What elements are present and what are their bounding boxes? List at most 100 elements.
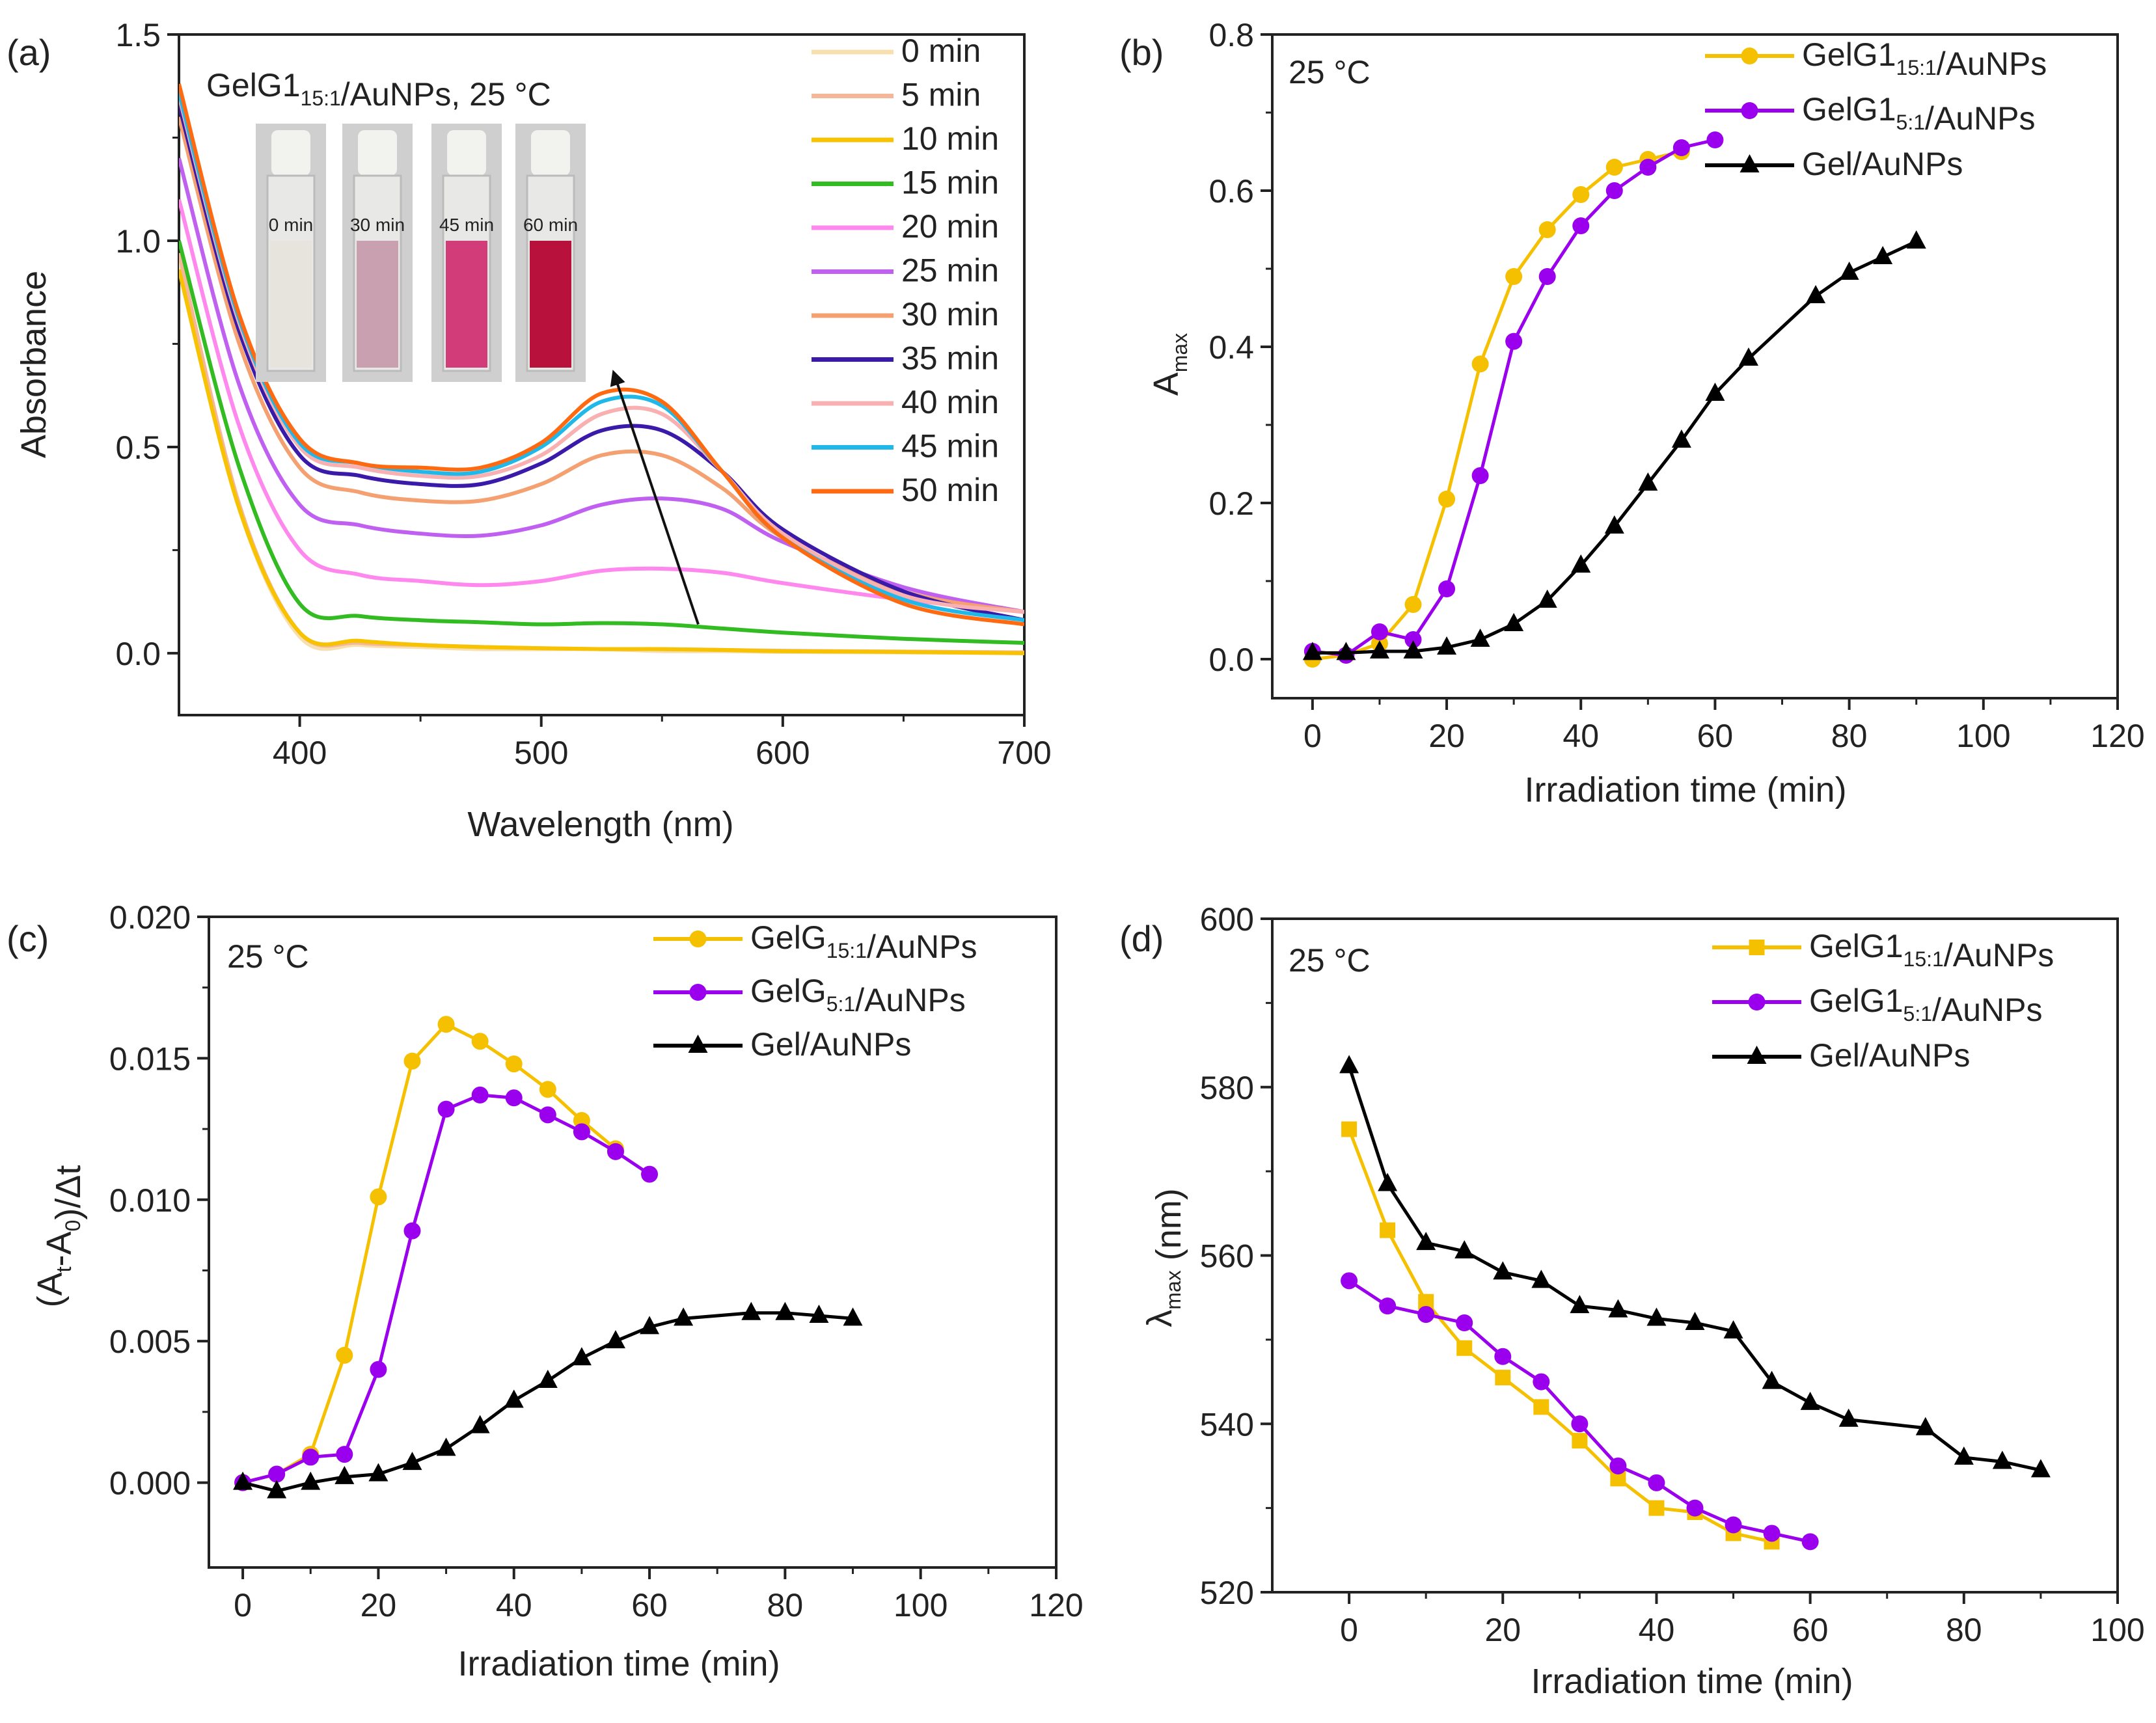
y-tick-label: 0.5 xyxy=(115,429,161,466)
legend-label: 25 min xyxy=(901,252,999,289)
data-point xyxy=(573,1123,590,1141)
data-point xyxy=(1369,640,1389,658)
data-point xyxy=(843,1307,863,1326)
data-point xyxy=(1605,182,1623,199)
data-point xyxy=(1839,262,1859,280)
vial-label: 0 min xyxy=(269,215,313,235)
data-point xyxy=(1915,1417,1935,1435)
vial-solution xyxy=(270,241,312,368)
data-point xyxy=(471,1086,489,1104)
data-point xyxy=(775,1301,795,1320)
y-tick-label: 540 xyxy=(1200,1406,1254,1443)
legend-label: GelG115:1/AuNPs xyxy=(1809,928,2054,973)
data-point xyxy=(571,1347,592,1366)
x-tick-label: 80 xyxy=(1946,1612,1982,1648)
data-point xyxy=(1801,1533,1819,1551)
subscript: t xyxy=(52,1266,75,1272)
inset-vial-photo: 45 min xyxy=(431,124,502,382)
legend-marker xyxy=(688,1035,708,1053)
data-point xyxy=(1538,221,1556,238)
data-point xyxy=(1495,1370,1511,1386)
data-point xyxy=(267,1480,287,1499)
data-point xyxy=(1404,631,1422,648)
data-point xyxy=(2030,1459,2051,1478)
text-span: /AuNPs xyxy=(1925,100,2036,137)
data-point xyxy=(1992,1450,2012,1469)
legend-label: GelG5:1/AuNPs xyxy=(750,973,966,1018)
x-tick-label: 20 xyxy=(361,1587,397,1623)
legend-label: 0 min xyxy=(901,33,981,69)
data-point xyxy=(336,1446,353,1463)
vial-label: 30 min xyxy=(350,215,405,235)
text-span: (A xyxy=(31,1272,70,1307)
legend-marker xyxy=(1741,102,1758,119)
legend-label: 45 min xyxy=(901,428,999,465)
x-tick-label: 120 xyxy=(2090,718,2144,754)
x-tick-label: 80 xyxy=(1831,718,1868,754)
legend-label: 50 min xyxy=(901,472,999,508)
x-tick-label: 40 xyxy=(496,1587,532,1623)
plot-frame xyxy=(178,33,1026,716)
data-point xyxy=(302,1448,320,1466)
legend-label: 5 min xyxy=(901,77,981,113)
series-line xyxy=(242,1022,617,1484)
series-line xyxy=(242,1311,853,1493)
text-span: A xyxy=(1147,372,1186,396)
x-tick-label: 60 xyxy=(1792,1612,1829,1648)
inset-title: GelG115:1/AuNPs, 25 °C xyxy=(206,67,551,113)
data-point xyxy=(504,1389,524,1408)
plot-frame xyxy=(208,916,1058,1569)
data-point xyxy=(1417,1306,1435,1323)
text-span: /AuNPs xyxy=(1944,937,2054,973)
data-point xyxy=(1403,640,1423,658)
spectrum-curve xyxy=(179,240,1024,645)
data-point xyxy=(471,1033,489,1050)
data-point xyxy=(1437,636,1457,655)
temperature-annotation: 25 °C xyxy=(227,938,309,975)
data-point xyxy=(368,1463,389,1482)
panel-label: (c) xyxy=(7,918,49,959)
data-point xyxy=(1572,217,1590,234)
y-tick-label: 600 xyxy=(1200,901,1254,938)
y-tick-label: 1.0 xyxy=(115,223,161,260)
spectrum-curve xyxy=(179,198,1024,614)
subscript: max xyxy=(1168,333,1192,372)
legend-label: 40 min xyxy=(901,384,999,420)
data-point xyxy=(1572,186,1590,203)
temperature-annotation: 25 °C xyxy=(1289,942,1371,979)
data-point xyxy=(1533,1399,1549,1415)
data-point xyxy=(436,1437,456,1456)
y-tick-label: 0.2 xyxy=(1208,485,1254,522)
data-point xyxy=(607,1143,624,1160)
subscript: 15:1 xyxy=(826,939,867,962)
data-point xyxy=(1537,590,1557,608)
data-point xyxy=(1471,355,1489,373)
y-axis-label: Amax xyxy=(1147,333,1192,396)
panel-label: (a) xyxy=(7,32,51,73)
y-tick-label: 0.015 xyxy=(109,1040,191,1077)
data-point xyxy=(1505,268,1523,285)
data-point xyxy=(402,1452,422,1471)
text-span: /AuNPs xyxy=(855,982,966,1018)
data-point xyxy=(1438,580,1456,597)
legend-label: Gel/AuNPs xyxy=(1809,1037,1970,1074)
data-point xyxy=(640,1316,660,1335)
x-tick-label: 20 xyxy=(1428,718,1465,754)
y-tick-label: 0.0 xyxy=(115,636,161,672)
legend-label: 35 min xyxy=(901,340,999,377)
data-point xyxy=(1648,1500,1665,1516)
data-point xyxy=(1646,1307,1667,1326)
text-span: GelG1 xyxy=(1802,91,1896,128)
plot-area xyxy=(1339,1055,2051,1551)
data-point xyxy=(1838,1408,1859,1427)
spectrum-curve xyxy=(179,83,1024,627)
y-tick-label: 0.4 xyxy=(1208,329,1254,366)
x-tick-label: 60 xyxy=(1697,718,1734,754)
legend-marker xyxy=(1741,47,1758,64)
legend-marker xyxy=(1749,940,1765,955)
x-tick-label: 100 xyxy=(2090,1612,2144,1648)
data-point xyxy=(1738,347,1758,366)
data-point xyxy=(605,1330,625,1349)
text-span: GelG xyxy=(750,919,826,956)
inset-vial-photo: 60 min xyxy=(515,124,586,382)
